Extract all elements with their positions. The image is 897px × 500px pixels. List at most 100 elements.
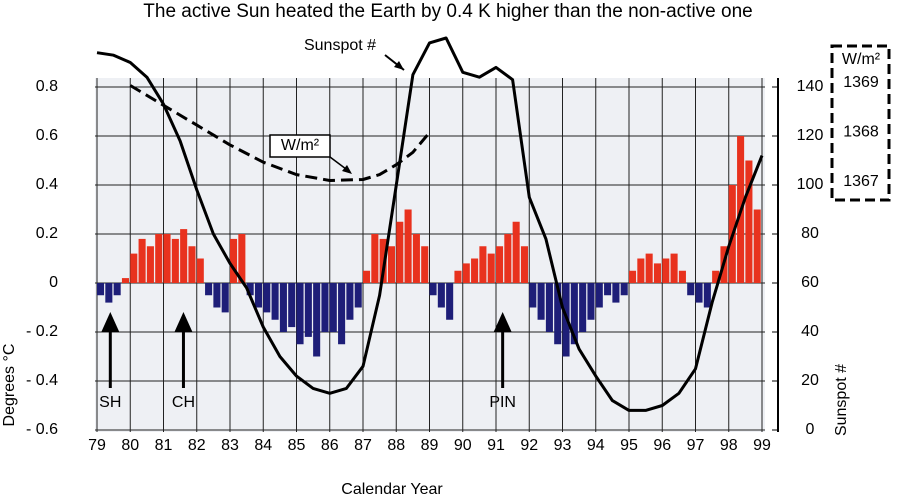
y2-tick-label: 20 bbox=[801, 372, 819, 389]
temperature-bar bbox=[687, 283, 695, 296]
temperature-bar bbox=[288, 283, 296, 328]
temperature-bar bbox=[570, 283, 578, 345]
y2-axis-label: Sunspot # bbox=[833, 364, 850, 436]
temperature-bar bbox=[479, 246, 487, 283]
temperature-bar bbox=[113, 283, 121, 296]
y-tick-label: - 0.2 bbox=[26, 323, 58, 340]
temperature-bar bbox=[121, 278, 130, 283]
temperature-bar bbox=[587, 283, 595, 320]
y2-tick-label: 100 bbox=[797, 176, 824, 193]
x-tick-label: 89 bbox=[421, 437, 439, 454]
y2-tick-label: 120 bbox=[797, 127, 824, 144]
temperature-bar bbox=[612, 283, 620, 303]
x-tick-label: 82 bbox=[188, 437, 206, 454]
y2-tick-label: 0 bbox=[806, 421, 815, 438]
arrow-head bbox=[174, 312, 193, 332]
temperature-bar bbox=[454, 270, 462, 283]
temperature-bar bbox=[645, 253, 653, 283]
x-tick-label: 85 bbox=[288, 437, 306, 454]
arrow-head bbox=[394, 61, 404, 70]
x-tick-label: 88 bbox=[387, 437, 405, 454]
arrow-head bbox=[342, 165, 352, 174]
y3-tick-label: 1369 bbox=[843, 74, 879, 91]
temperature-bar bbox=[629, 270, 637, 283]
temperature-bar bbox=[545, 283, 553, 332]
temperature-bar bbox=[396, 221, 404, 283]
x-tick-label: 92 bbox=[520, 437, 538, 454]
temperature-bar bbox=[412, 234, 420, 283]
temperature-bar bbox=[171, 238, 179, 283]
temperature-bar bbox=[387, 246, 396, 283]
temperature-bar bbox=[221, 283, 229, 313]
temperature-bar bbox=[695, 283, 703, 303]
temperature-bar bbox=[338, 283, 346, 345]
temperature-bar bbox=[670, 253, 678, 283]
temperature-bar bbox=[637, 258, 645, 283]
temperature-bar bbox=[512, 221, 520, 283]
temperature-bar bbox=[105, 283, 113, 303]
temperature-bar bbox=[130, 253, 138, 283]
irradiance-box bbox=[830, 44, 891, 202]
temperature-bar bbox=[321, 283, 329, 332]
temperature-bar bbox=[496, 246, 504, 283]
y2-tick-label: 40 bbox=[801, 323, 819, 340]
temperature-bar bbox=[230, 238, 238, 283]
temperature-bar bbox=[180, 229, 188, 283]
temperature-bar bbox=[238, 234, 246, 283]
temperature-bar bbox=[537, 283, 545, 320]
y3-axis-label: W/m² bbox=[842, 51, 881, 68]
temperature-bar bbox=[196, 258, 204, 283]
temperature-bar bbox=[712, 270, 720, 283]
x-tick-label: 90 bbox=[454, 437, 472, 454]
temperature-bar bbox=[662, 258, 670, 283]
temperature-bar bbox=[520, 246, 529, 283]
x-tick-label: 99 bbox=[753, 437, 771, 454]
annotation-box bbox=[269, 134, 331, 158]
temperature-bar bbox=[604, 283, 612, 296]
temperature-bar bbox=[363, 270, 371, 283]
chart-title: The active Sun heated the Earth by 0.4 K… bbox=[143, 1, 752, 22]
x-tick-label: 91 bbox=[487, 437, 505, 454]
x-tick-label: 96 bbox=[653, 437, 671, 454]
temperature-bar bbox=[329, 283, 337, 332]
event-label: SH bbox=[99, 394, 121, 411]
x-tick-label: 83 bbox=[221, 437, 239, 454]
temperature-bar bbox=[437, 283, 445, 308]
temperature-bar bbox=[263, 283, 271, 313]
y3-tick-label: 1367 bbox=[843, 173, 879, 190]
temperature-bar bbox=[254, 283, 263, 308]
x-tick-label: 94 bbox=[587, 437, 605, 454]
temperature-bar bbox=[155, 234, 163, 283]
annotation: Sunspot # bbox=[304, 37, 376, 54]
temperature-bar bbox=[213, 283, 221, 308]
temperature-bar bbox=[703, 283, 711, 308]
y-tick-label: - 0.6 bbox=[26, 421, 58, 438]
temperature-bar bbox=[271, 283, 279, 320]
event-label: PIN bbox=[489, 394, 516, 411]
x-tick-label: 95 bbox=[620, 437, 638, 454]
temperature-bar bbox=[371, 234, 379, 283]
y-tick-label: 0 bbox=[49, 274, 58, 291]
y3-tick-label: 1368 bbox=[843, 124, 879, 141]
temperature-bar bbox=[653, 263, 662, 283]
y-axis-label: Degrees °C bbox=[1, 344, 18, 427]
x-tick-label: 98 bbox=[720, 437, 738, 454]
temperature-bar bbox=[97, 283, 105, 296]
x-axis-label: Calendar Year bbox=[341, 481, 443, 498]
temperature-bar bbox=[462, 263, 470, 283]
y-tick-label: 0.2 bbox=[36, 225, 58, 242]
temperature-bar bbox=[745, 160, 753, 283]
x-tick-label: 81 bbox=[155, 437, 173, 454]
temperature-bar bbox=[279, 283, 287, 332]
temperature-bar bbox=[579, 283, 587, 332]
sunspot-line bbox=[96, 36, 764, 412]
annotation: W/m² bbox=[281, 137, 320, 154]
temperature-bar bbox=[487, 253, 495, 283]
temperature-bar bbox=[138, 238, 146, 283]
y2-tick-label: 140 bbox=[797, 78, 824, 95]
temperature-bar bbox=[529, 283, 537, 308]
temperature-bar bbox=[296, 283, 304, 345]
temperature-bar bbox=[346, 283, 354, 320]
arrow-head bbox=[493, 312, 512, 332]
